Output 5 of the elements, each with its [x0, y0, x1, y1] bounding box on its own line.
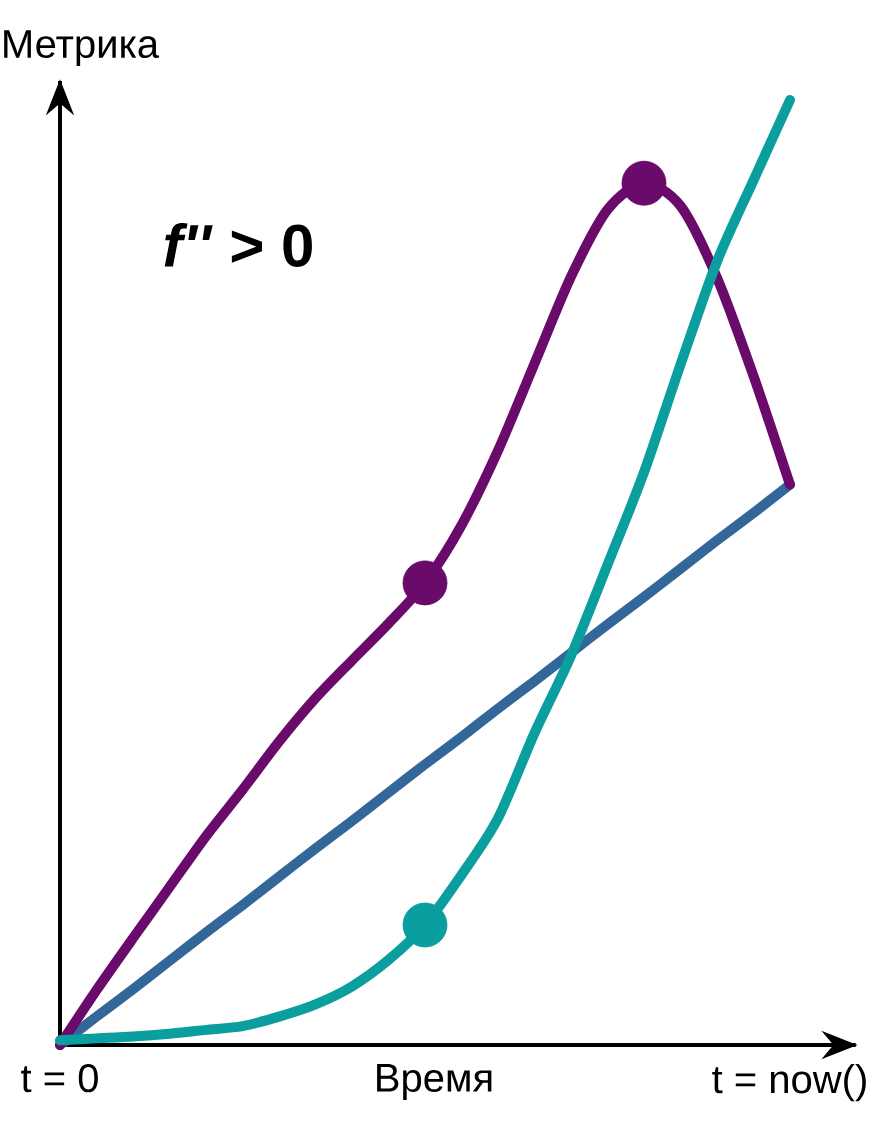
- y-axis-title: Метрика: [4, 30, 160, 67]
- x-tick-label: t = 0: [21, 1064, 98, 1093]
- x-axis-title: Время: [377, 1064, 492, 1100]
- annotation: f'' > 0: [164, 222, 312, 267]
- x-tick-label: t = now(): [712, 1064, 866, 1102]
